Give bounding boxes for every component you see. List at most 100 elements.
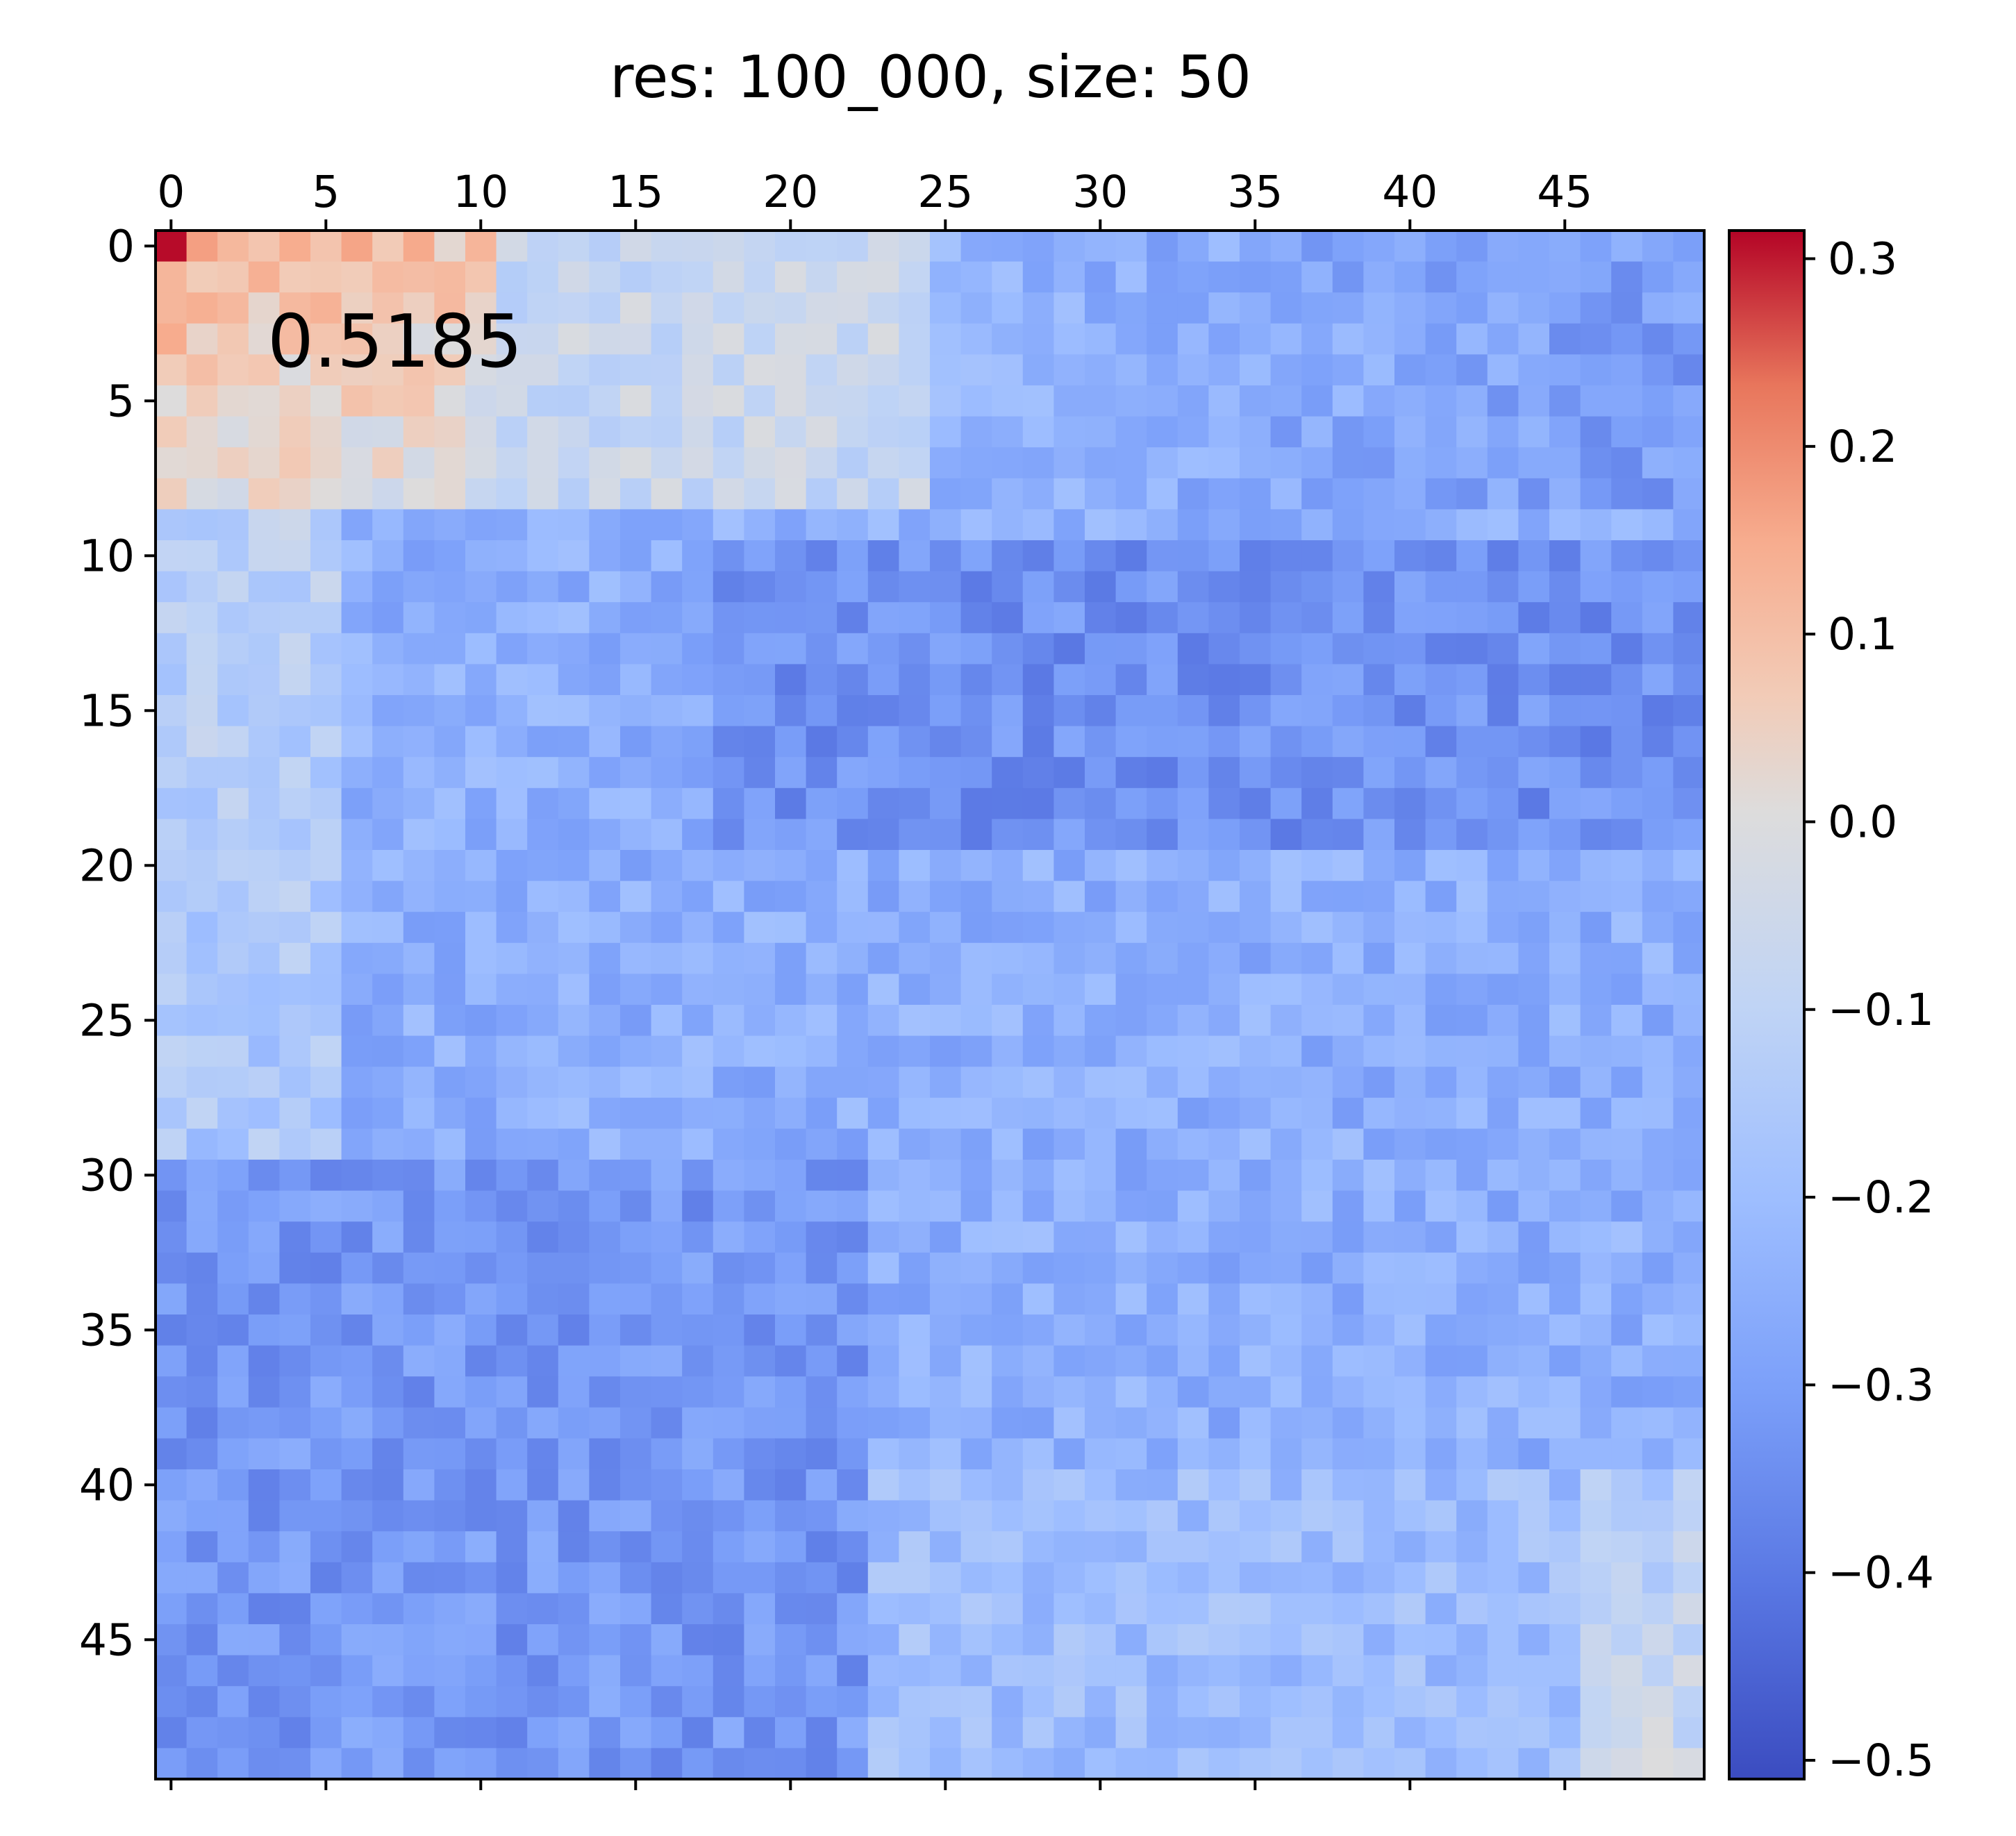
heatmap-cell <box>620 1655 652 1687</box>
heatmap-cell <box>713 1128 744 1160</box>
plot-frame <box>154 229 1706 1780</box>
heatmap-cell <box>589 1221 621 1253</box>
heatmap-cell <box>806 664 838 696</box>
heatmap-cell <box>434 416 466 448</box>
heatmap-cell <box>620 726 652 758</box>
heatmap-cell <box>837 1376 869 1408</box>
heatmap-cell <box>403 1315 435 1346</box>
heatmap-cell <box>403 942 435 974</box>
heatmap-cell <box>1053 385 1085 417</box>
heatmap-cell <box>1085 1438 1117 1470</box>
heatmap-cell <box>867 1190 899 1222</box>
heatmap-cell <box>1270 912 1302 944</box>
heatmap-cell <box>960 695 992 727</box>
heatmap-cell <box>1518 726 1550 758</box>
heatmap-cell <box>1085 231 1117 262</box>
heatmap-cell <box>217 1315 249 1346</box>
heatmap-cell <box>1332 571 1364 603</box>
heatmap-cell <box>1053 695 1085 727</box>
heatmap-cell <box>1177 261 1209 293</box>
heatmap-cell <box>1147 416 1178 448</box>
heatmap-cell <box>341 1035 373 1067</box>
heatmap-cell <box>992 1686 1024 1718</box>
heatmap-cell <box>1085 1283 1117 1315</box>
heatmap-cell <box>1053 1624 1085 1656</box>
heatmap-cell <box>1085 1500 1117 1532</box>
heatmap-cell <box>1394 757 1426 789</box>
y-tick-label: 0 <box>107 221 135 272</box>
heatmap-cell <box>1394 1345 1426 1377</box>
heatmap-cell <box>372 1407 404 1439</box>
heatmap-cell <box>620 1469 652 1501</box>
heatmap-cell <box>930 1221 962 1253</box>
heatmap-cell <box>960 1128 992 1160</box>
heatmap-cell <box>465 1748 497 1780</box>
heatmap-cell <box>434 1128 466 1160</box>
heatmap-cell <box>156 1315 188 1346</box>
heatmap-cell <box>279 323 311 355</box>
heatmap-cell <box>651 1221 683 1253</box>
heatmap-cell <box>341 1469 373 1501</box>
heatmap-cell <box>156 1593 188 1625</box>
heatmap-cell <box>1611 1407 1643 1439</box>
heatmap-cell <box>1240 695 1272 727</box>
heatmap-cell <box>1053 1067 1085 1099</box>
heatmap-cell <box>867 231 899 262</box>
heatmap-cell <box>1518 664 1550 696</box>
heatmap-cell <box>1487 881 1519 912</box>
heatmap-cell <box>589 1686 621 1718</box>
heatmap-cell <box>1301 1438 1333 1470</box>
heatmap-cell <box>1053 787 1085 819</box>
heatmap-cell <box>899 1717 931 1749</box>
heatmap-cell <box>837 354 869 386</box>
heatmap-cell <box>1425 1252 1457 1284</box>
heatmap-cell <box>1518 292 1550 324</box>
heatmap-cell <box>1363 447 1395 479</box>
heatmap-cell <box>930 354 962 386</box>
heatmap-cell <box>1085 1717 1117 1749</box>
heatmap-cell <box>651 1717 683 1749</box>
heatmap-cell <box>248 354 280 386</box>
heatmap-cell <box>1085 1469 1117 1501</box>
heatmap-cell <box>310 1128 342 1160</box>
heatmap-cell <box>713 1562 744 1594</box>
heatmap-cell <box>775 385 807 417</box>
heatmap-cell <box>156 1376 188 1408</box>
heatmap-cell <box>1332 787 1364 819</box>
heatmap-cell <box>867 633 899 665</box>
heatmap-cell <box>775 1438 807 1470</box>
heatmap-cell <box>496 974 528 1005</box>
heatmap-cell <box>960 1562 992 1594</box>
heatmap-cell <box>1177 757 1209 789</box>
heatmap-cell <box>248 1624 280 1656</box>
heatmap-cell <box>1549 787 1581 819</box>
heatmap-cell <box>1240 416 1272 448</box>
heatmap-cell <box>620 509 652 541</box>
heatmap-cell <box>372 1686 404 1718</box>
heatmap-cell <box>1642 1221 1674 1253</box>
heatmap-cell <box>279 1748 311 1780</box>
heatmap-cell <box>558 509 590 541</box>
heatmap-cell <box>1673 354 1705 386</box>
heatmap-cell <box>744 1345 776 1377</box>
heatmap-cell <box>1611 1562 1643 1594</box>
heatmap-cell <box>496 633 528 665</box>
heatmap-cell <box>1085 912 1117 944</box>
heatmap-cell <box>1518 540 1550 572</box>
heatmap-cell <box>1332 1097 1364 1129</box>
heatmap-cell <box>1487 1283 1519 1315</box>
heatmap-cell <box>279 819 311 851</box>
heatmap-cell <box>1425 1531 1457 1563</box>
heatmap-cell <box>1580 1160 1612 1192</box>
heatmap-cell <box>1642 571 1674 603</box>
heatmap-cell <box>1270 1748 1302 1780</box>
heatmap-cell <box>930 478 962 510</box>
heatmap-cell <box>248 1160 280 1192</box>
heatmap-cell <box>775 231 807 262</box>
heatmap-cell <box>682 633 714 665</box>
heatmap-cell <box>1549 912 1581 944</box>
heatmap-cell <box>558 1500 590 1532</box>
heatmap-cell <box>310 1469 342 1501</box>
heatmap-cell <box>1053 323 1085 355</box>
heatmap-cell <box>1673 1345 1705 1377</box>
